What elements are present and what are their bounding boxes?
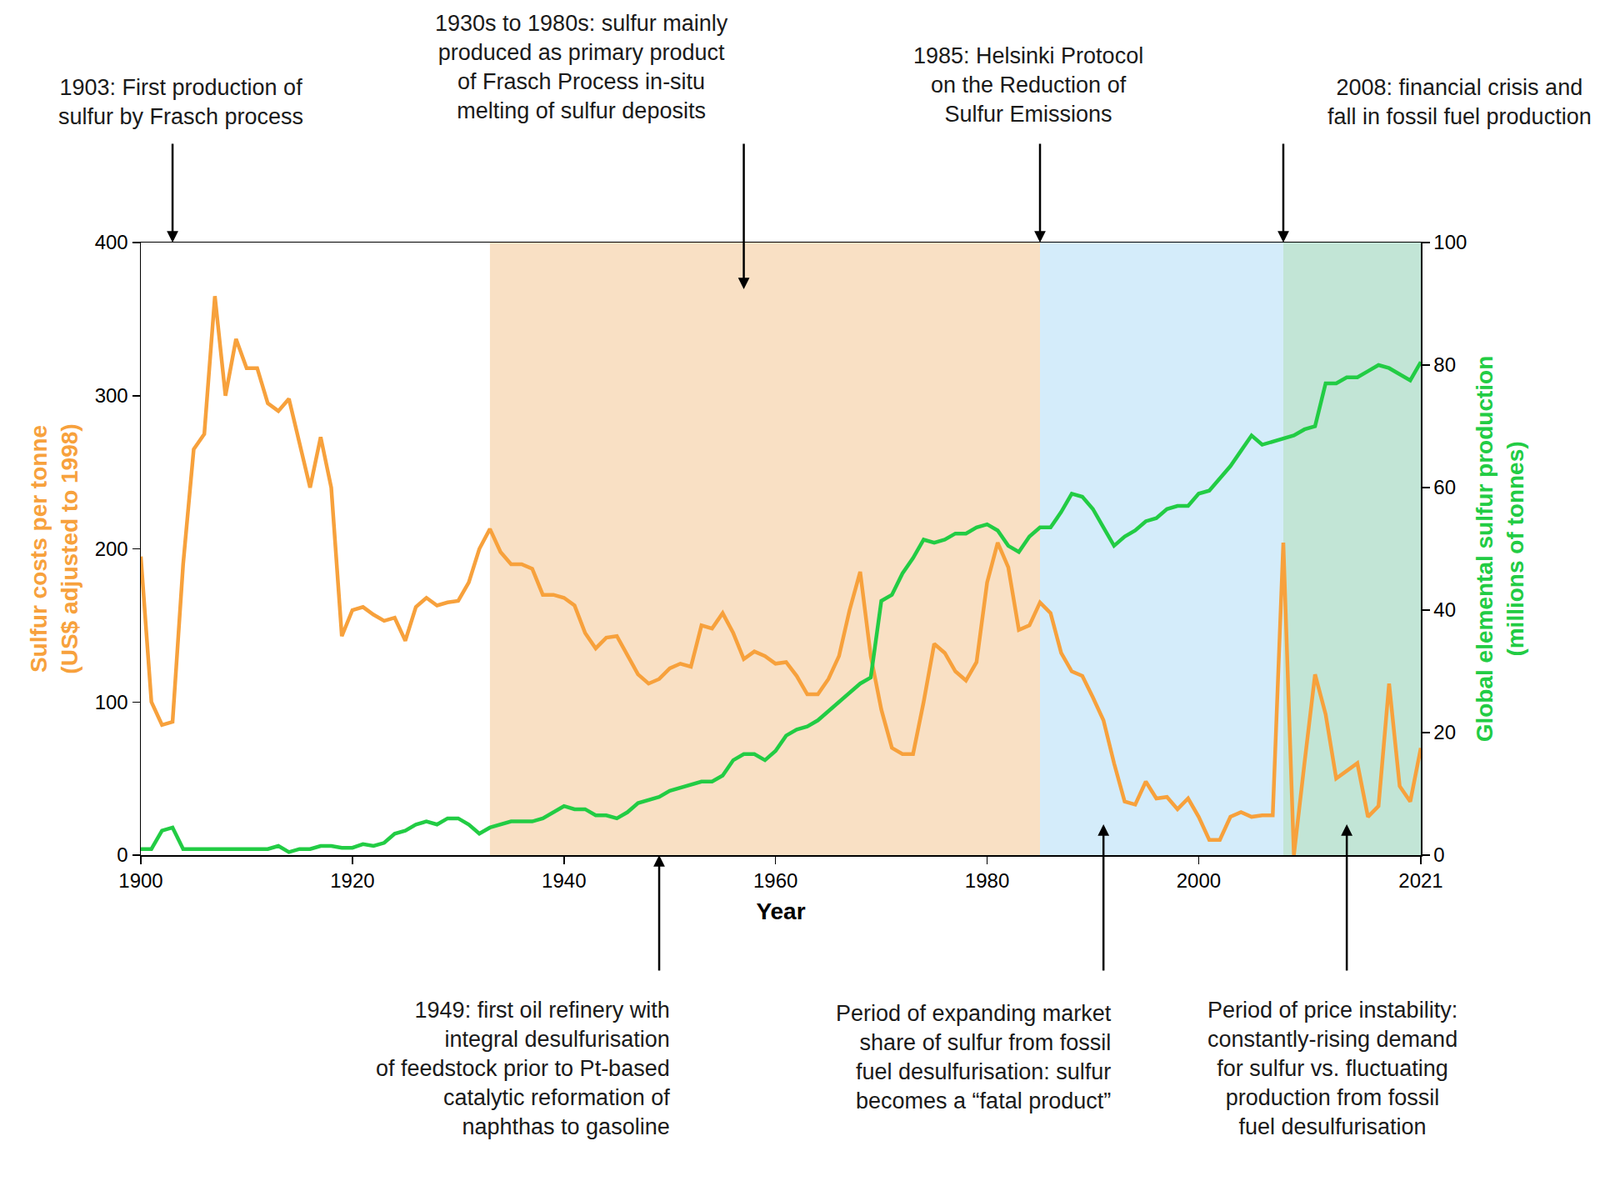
svg-text:1900: 1900 (118, 869, 163, 892)
svg-text:100: 100 (95, 690, 129, 714)
svg-text:Year: Year (755, 898, 805, 925)
svg-text:2000: 2000 (1176, 869, 1221, 892)
svg-text:Sulfur costs per tonne(US$ adj: Sulfur costs per tonne(US$ adjusted to 1… (25, 423, 82, 674)
svg-text:0: 0 (1433, 843, 1445, 866)
svg-text:2021: 2021 (1398, 869, 1443, 892)
svg-text:2008: financial crisis andfall: 2008: financial crisis andfall in fossil… (1327, 75, 1592, 130)
svg-text:100: 100 (1433, 230, 1467, 254)
svg-text:200: 200 (95, 537, 129, 560)
svg-text:1903: First production ofsulfu: 1903: First production ofsulfur by Frasc… (58, 75, 304, 130)
svg-text:1980: 1980 (965, 869, 1010, 892)
svg-text:80: 80 (1433, 353, 1456, 376)
svg-text:1940: 1940 (541, 869, 586, 892)
svg-text:1949: first oil refinery withi: 1949: first oil refinery withintegral de… (375, 997, 670, 1140)
svg-text:1985: Helsinki Protocolon the: 1985: Helsinki Protocolon the Reduction … (913, 43, 1144, 127)
svg-text:0: 0 (116, 843, 128, 866)
svg-text:20: 20 (1433, 720, 1456, 744)
svg-text:1960: 1960 (753, 869, 798, 892)
svg-text:300: 300 (95, 384, 129, 407)
svg-text:40: 40 (1433, 598, 1456, 621)
svg-text:400: 400 (95, 230, 129, 254)
svg-text:60: 60 (1433, 475, 1456, 499)
svg-text:1920: 1920 (330, 869, 375, 892)
svg-text:1930s to 1980s: sulfur mainlyp: 1930s to 1980s: sulfur mainlyproduced as… (435, 10, 729, 124)
svg-text:Period of expanding marketshar: Period of expanding marketshare of sulfu… (835, 1000, 1112, 1114)
svg-text:Period of price instability:co: Period of price instability:constantly-r… (1207, 997, 1458, 1140)
svg-text:Global elemental sulfur produc: Global elemental sulfur production(milli… (1471, 355, 1528, 743)
